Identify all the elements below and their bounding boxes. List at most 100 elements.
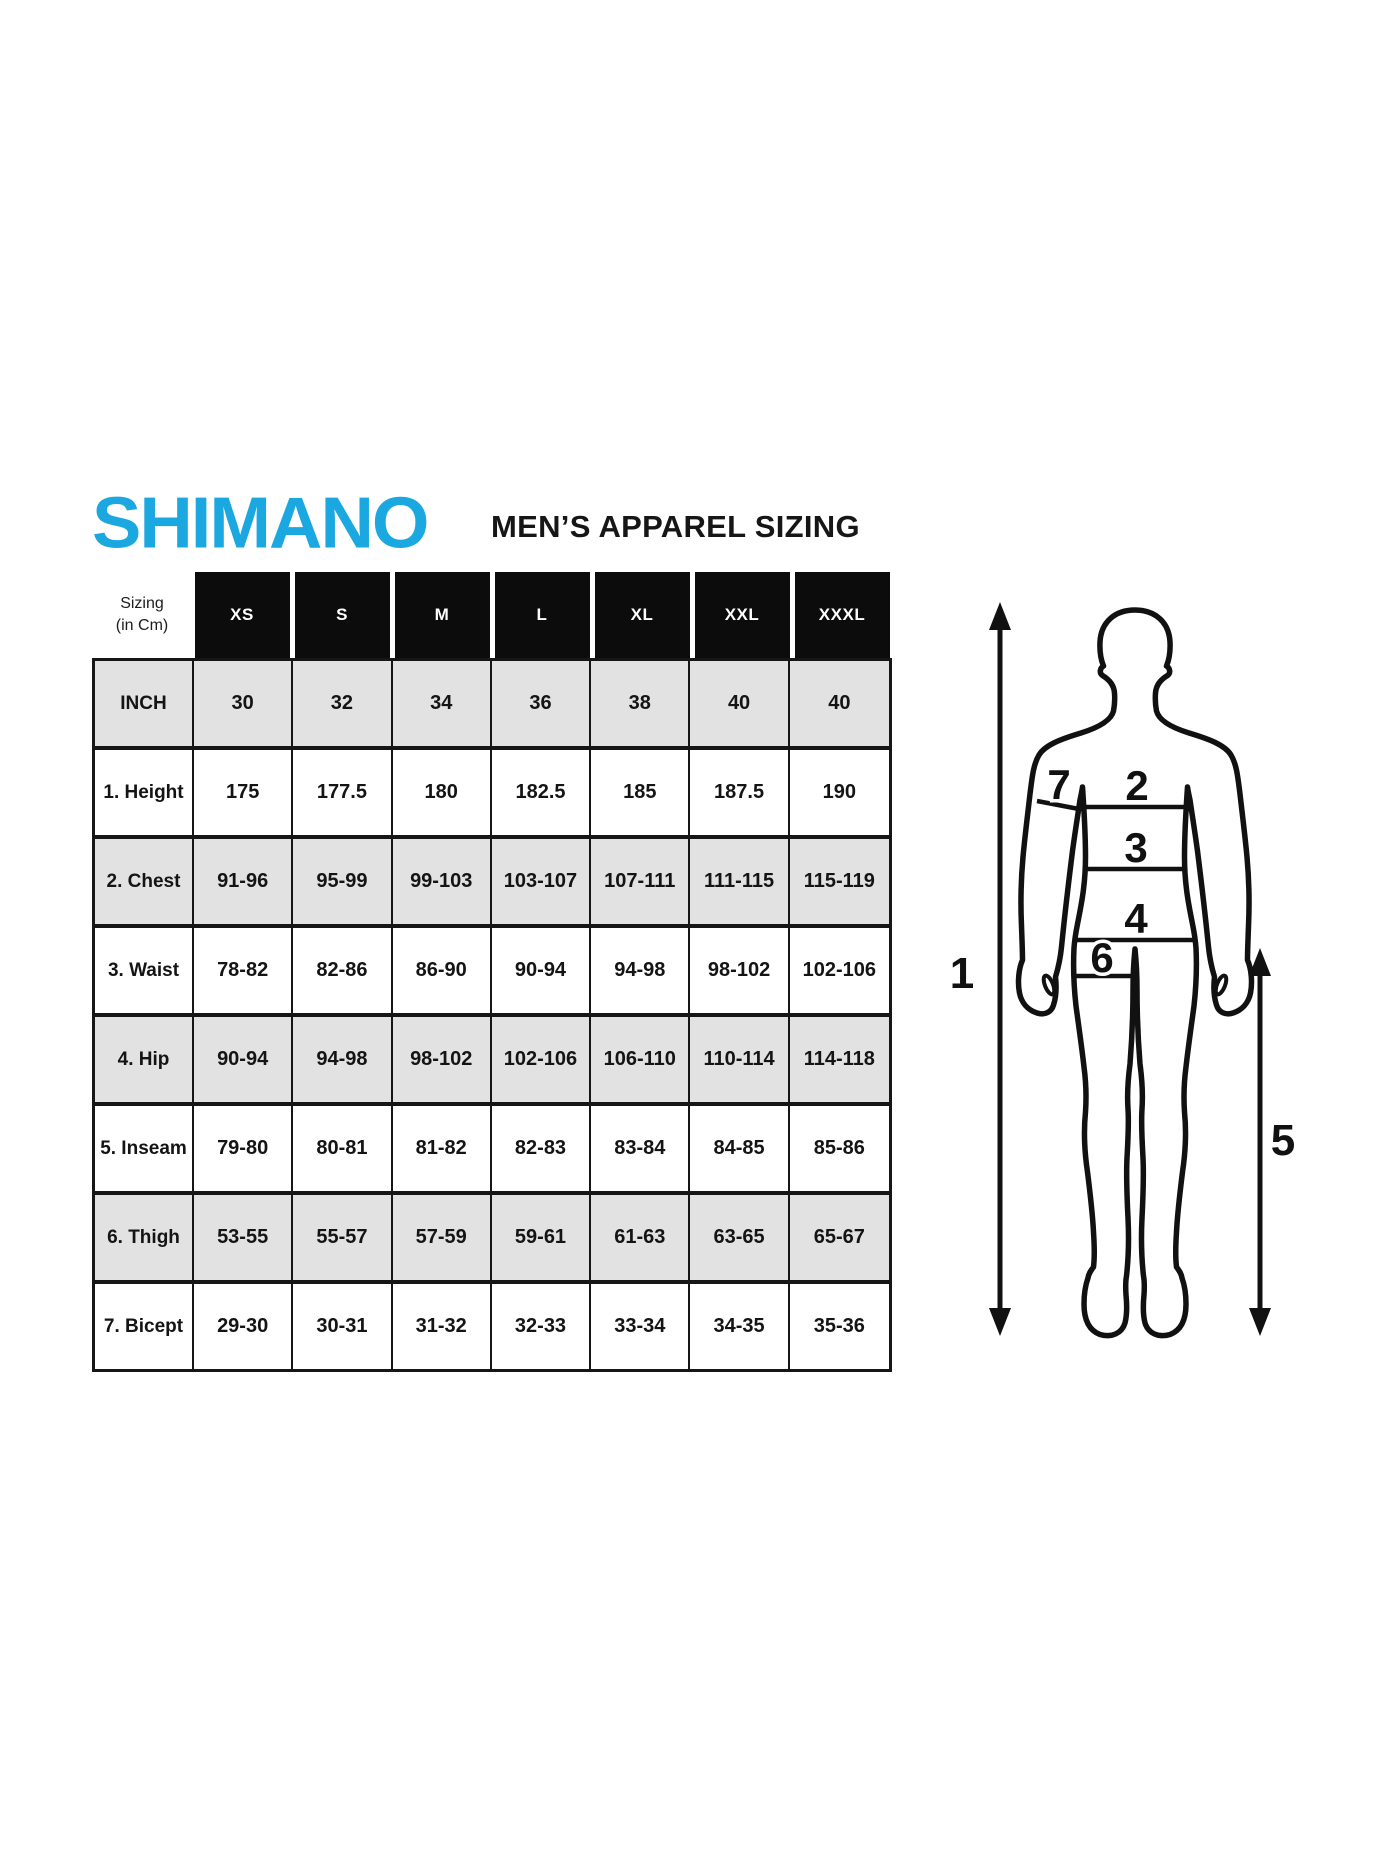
size-cell: 103-107 [492,839,592,924]
size-cell: 90-94 [492,928,592,1013]
table-row-waist: 3. Waist 78-82 82-86 86-90 90-94 94-98 9… [95,924,889,1013]
row-label: 3. Waist [95,928,194,1013]
table-row-hip: 4. Hip 90-94 94-98 98-102 102-106 106-11… [95,1013,889,1102]
size-cell: 115-119 [803,870,875,892]
size-cell: 55-57 [293,1195,393,1280]
size-cell: 30-31 [293,1284,393,1369]
size-header-xl: XL [594,572,690,658]
corner-line2: (in Cm) [115,617,169,634]
table-row-height: 1. Height 175 177.5 180 182.5 185 187.5 … [95,746,889,835]
row-label: 6. Thigh [95,1195,194,1280]
size-cell: 78-82 [194,928,294,1013]
size-cell: 53-55 [194,1195,294,1280]
size-header-s: S [294,572,390,658]
size-cell: 32 [293,661,393,746]
size-cell: 38 [591,661,691,746]
table-row-chest: 2. Chest 91-96 95-99 99-103 103-107 107-… [95,835,889,924]
table-row-bicept: 7. Bicept 29-30 30-31 31-32 32-33 33-34 … [95,1280,889,1369]
size-cell: 65-67 [813,1226,865,1248]
size-cell: 29-30 [194,1284,294,1369]
size-cell: 79-80 [194,1106,294,1191]
row-label: 7. Bicept [95,1284,194,1369]
corner-line1: Sizing [120,595,164,613]
size-cell: 98-102 [690,928,790,1013]
size-cell: 83-84 [591,1106,691,1191]
row-label: 4. Hip [95,1017,194,1102]
size-cell: 180 [393,750,492,835]
row-label: INCH [95,661,194,746]
size-cell: 114-118 [803,1048,875,1070]
size-cell: 90-94 [194,1017,294,1102]
height-arrow [989,602,1011,1336]
size-cell: 63-65 [690,1195,790,1280]
size-cell: 177.5 [293,750,393,835]
size-cell: 81-82 [393,1106,492,1191]
size-cell: 82-86 [293,928,393,1013]
row-label: 5. Inseam [95,1106,194,1191]
label-waist: 3 [1124,824,1147,871]
size-cell: 102-106 [802,959,877,981]
label-thigh: 6 [1090,934,1113,981]
size-header-col: XL [592,572,692,658]
size-cell: 36 [492,661,592,746]
size-cell: 35-36 [813,1315,865,1337]
left-thumb-detail [1041,973,1057,997]
size-cell: 40 [690,661,790,746]
label-inseam: 5 [1271,1116,1295,1165]
size-cell: 102-106 [492,1017,592,1102]
size-cell: 86-90 [393,928,492,1013]
size-cell: 95-99 [293,839,393,924]
sizing-table: Sizing (in Cm) XS S M L XL XXL XXXL INCH… [92,572,892,1372]
label-bicep: 7 [1047,761,1070,808]
size-cell: 91-96 [194,839,294,924]
inseam-arrow [1249,948,1271,1336]
body-measurement-diagram: 1 2 3 4 5 6 7 [946,602,1299,1339]
size-header-m: M [394,572,490,658]
table-row-thigh: 6. Thigh 53-55 55-57 57-59 59-61 61-63 6… [95,1191,889,1280]
size-cell: 111-115 [690,839,790,924]
size-cell: 98-102 [393,1017,492,1102]
size-cell: 61-63 [591,1195,691,1280]
size-cell: 34-35 [690,1284,790,1369]
size-cell: 57-59 [393,1195,492,1280]
size-header-col: S [292,572,392,658]
size-header-xxl: XXL [694,572,790,658]
right-thumb-detail [1213,973,1229,997]
row-label: 1. Height [95,750,194,835]
corner-cell: Sizing (in Cm) [92,572,192,658]
body-outline [1015,607,1255,1339]
size-header-col: XXXL [792,572,892,658]
size-cell: 99-103 [393,839,492,924]
size-header-l: L [494,572,590,658]
size-header-xxxl: XXXL [794,572,890,658]
size-cell: 31-32 [393,1284,492,1369]
size-cell: 30 [194,661,294,746]
label-height: 1 [950,949,974,998]
size-cell: 175 [194,750,294,835]
size-cell: 94-98 [293,1017,393,1102]
size-cell: 107-111 [591,839,691,924]
table-body: INCH 30 32 34 36 38 40 40 1. Height 175 … [92,658,892,1372]
size-cell: 82-83 [492,1106,592,1191]
size-cell: 59-61 [492,1195,592,1280]
table-header: Sizing (in Cm) XS S M L XL XXL XXXL [92,572,892,658]
size-cell: 32-33 [492,1284,592,1369]
size-cell: 187.5 [690,750,790,835]
size-header-col: XXL [692,572,792,658]
label-hip: 4 [1124,895,1148,942]
size-cell: 94-98 [591,928,691,1013]
size-header-col: XS [192,572,292,658]
size-cell: 40 [828,692,851,714]
size-cell: 33-34 [591,1284,691,1369]
size-cell: 182.5 [492,750,592,835]
size-cell: 84-85 [690,1106,790,1191]
table-row-inseam: 5. Inseam 79-80 80-81 81-82 82-83 83-84 … [95,1102,889,1191]
bicep-line [1036,798,1080,812]
size-cell: 106-110 [591,1017,691,1102]
table-row-inch: INCH 30 32 34 36 38 40 40 [95,661,889,746]
size-header-xs: XS [194,572,290,658]
size-header-col: L [492,572,592,658]
shimano-logo: SHIMANO [92,481,429,564]
size-cell: 190 [822,781,857,803]
